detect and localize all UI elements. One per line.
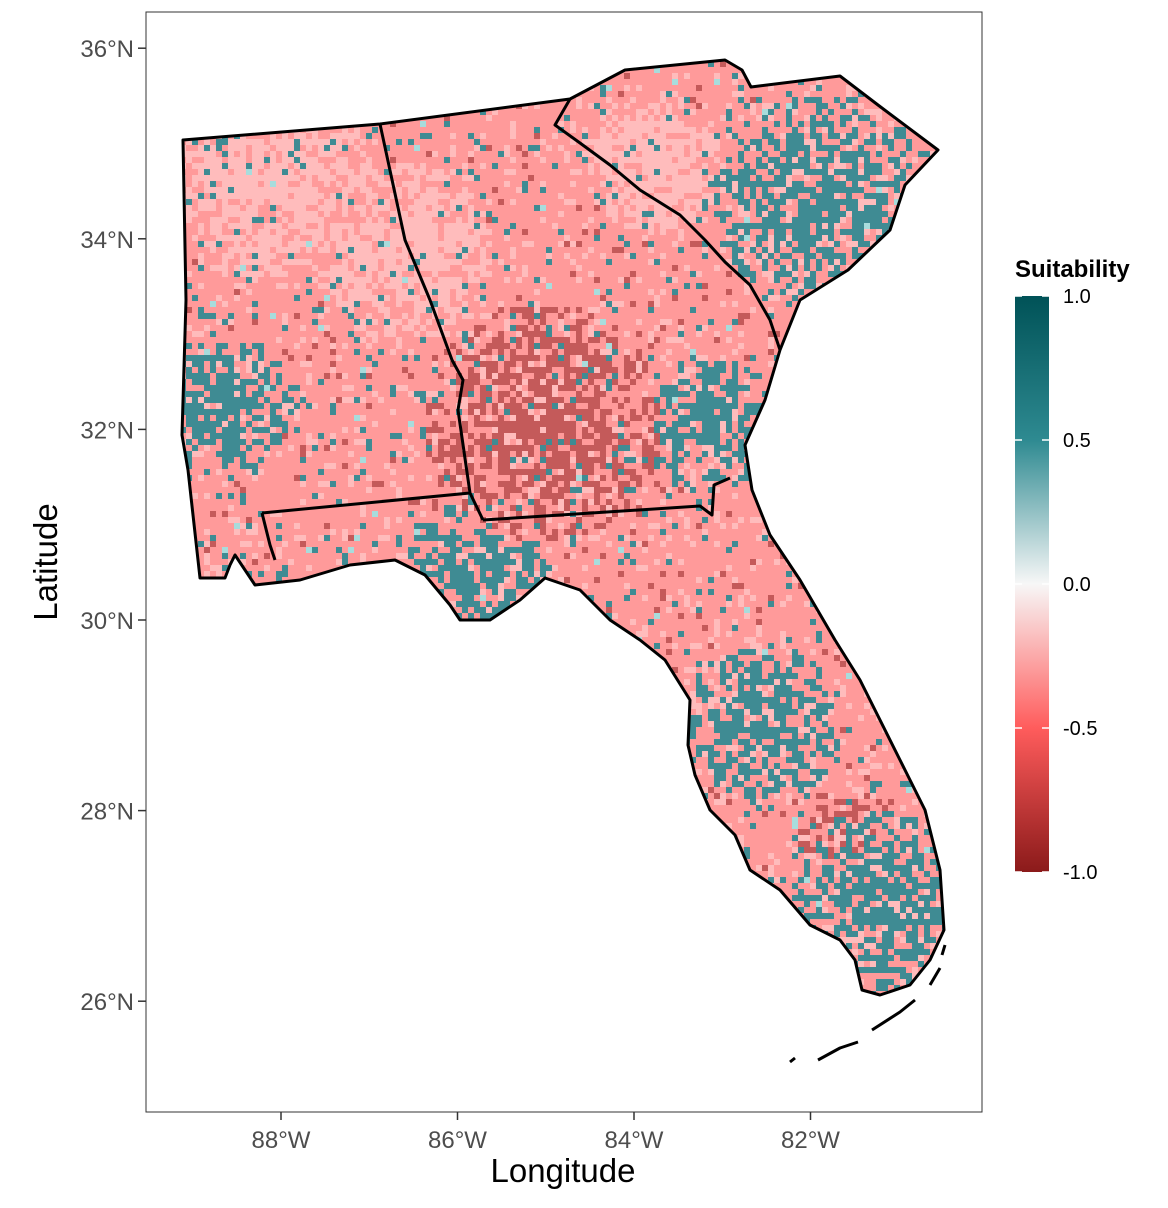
- georgia-south-carolina-border: [553, 98, 782, 351]
- legend-tick-label: 0.0: [1063, 574, 1091, 596]
- legend: Suitability 1.0 0.5 0.0 -0.5 -1.0: [1015, 256, 1130, 884]
- x-tick-label: 82°W: [781, 1127, 840, 1154]
- legend-tick-label: 1.0: [1063, 286, 1091, 308]
- alabama-mobile-shore: [260, 512, 277, 561]
- y-tick-label: 32°N: [80, 417, 134, 444]
- x-axis-ticks: 88°W 86°W 84°W 82°W: [252, 1112, 840, 1154]
- x-tick-label: 88°W: [252, 1127, 311, 1154]
- y-axis-ticks: 36°N 34°N 32°N 30°N 28°N 26°N: [80, 36, 146, 1016]
- y-tick-label: 30°N: [80, 608, 134, 635]
- x-tick-label: 86°W: [428, 1127, 487, 1154]
- x-tick-label: 84°W: [605, 1127, 664, 1154]
- region-outline: [180, 58, 946, 997]
- state-borders: [180, 58, 947, 1064]
- x-axis-title: Longitude: [491, 1152, 636, 1189]
- florida-keys: [789, 944, 947, 1064]
- alabama-georgia-border: [378, 123, 485, 521]
- y-tick-label: 26°N: [80, 989, 134, 1016]
- legend-tick-label: 0.5: [1063, 430, 1091, 452]
- y-axis-title: Latitude: [27, 503, 64, 620]
- florida-border: [261, 476, 731, 522]
- y-tick-label: 34°N: [80, 227, 134, 254]
- y-tick-label: 36°N: [80, 36, 134, 63]
- legend-title: Suitability: [1015, 256, 1130, 283]
- y-tick-label: 28°N: [80, 799, 134, 826]
- legend-tick-label: -1.0: [1063, 862, 1097, 884]
- legend-tick-label: -0.5: [1063, 718, 1097, 740]
- legend-ticks: 1.0 0.5 0.0 -0.5 -1.0: [1015, 286, 1097, 884]
